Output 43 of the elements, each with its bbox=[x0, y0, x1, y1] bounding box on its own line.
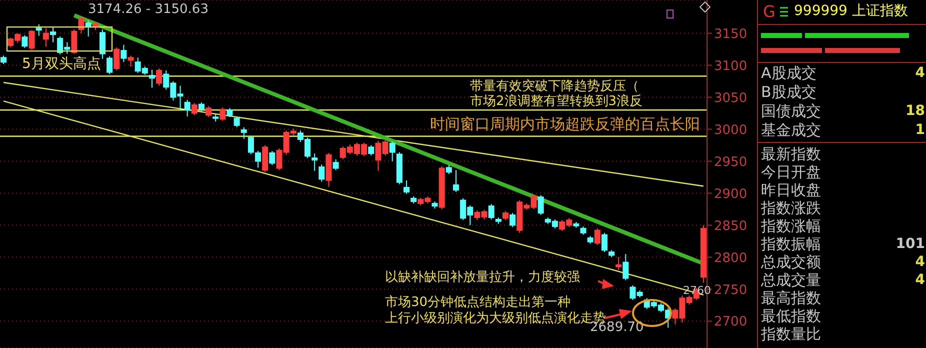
text: 4 bbox=[915, 272, 925, 288]
category-label: 指数振幅 bbox=[761, 235, 821, 253]
annotation: 时间窗口周期内市场超跌反弹的百点长阳 bbox=[430, 115, 700, 133]
category-label: 最高指数 bbox=[761, 289, 821, 307]
candlestick bbox=[700, 224, 706, 284]
annotation: 以缺补缺回补放量拉升，力度较强 bbox=[385, 270, 580, 286]
y-tick-label: 2800 bbox=[714, 250, 748, 266]
annotation: 市场2浪调整有望转换到3浪反 bbox=[470, 94, 643, 110]
y-tick-label: 2700 bbox=[714, 314, 748, 330]
annotation: 市场30分钟低点结构走出第一种 bbox=[385, 295, 571, 310]
category-label: 总成交额 bbox=[761, 253, 821, 271]
y-tick-label: 3050 bbox=[714, 90, 748, 106]
category-label: 今日开盘 bbox=[761, 163, 821, 181]
annotation: 5月双头高点 bbox=[22, 56, 101, 72]
y-tick-label: 2900 bbox=[714, 186, 748, 202]
category-label: 指数量比 bbox=[761, 325, 821, 343]
text: G bbox=[763, 2, 776, 21]
text: 999999 上证指数 bbox=[794, 2, 908, 20]
y-tick-label: 3150 bbox=[714, 26, 748, 42]
text: 1 bbox=[915, 122, 925, 138]
y-tick-label: 3000 bbox=[714, 122, 748, 138]
candlestick bbox=[42, 28, 49, 48]
category-label: 最低指数 bbox=[761, 307, 821, 325]
y-tick-label: 2850 bbox=[714, 218, 748, 234]
category-label: 昨日收盘 bbox=[761, 181, 821, 199]
category-label: A股成交 bbox=[761, 64, 816, 82]
category-label: 国债成交 bbox=[761, 102, 821, 120]
category-label: 基金成交 bbox=[761, 121, 821, 139]
y-tick-label: 3100 bbox=[714, 58, 748, 74]
category-label: 指数涨幅 bbox=[761, 217, 821, 235]
category-label: B股成交 bbox=[761, 83, 816, 101]
candlestick bbox=[148, 69, 155, 88]
annotation: 3174.26 - 3150.63 bbox=[88, 2, 208, 18]
y-tick-label: 2750 bbox=[714, 282, 748, 298]
category-label: 指数涨跌 bbox=[761, 199, 821, 217]
y-tick-label: 2950 bbox=[714, 154, 748, 170]
category-label: 最新指数 bbox=[761, 145, 821, 163]
text: 4 bbox=[915, 254, 925, 270]
annotation: 带量有效突破下降趋势反压（ bbox=[470, 79, 639, 94]
category-label: 总成交量 bbox=[761, 271, 821, 289]
text: 18 bbox=[906, 103, 925, 119]
text: 4 bbox=[915, 65, 925, 81]
text: 101 bbox=[896, 236, 925, 252]
